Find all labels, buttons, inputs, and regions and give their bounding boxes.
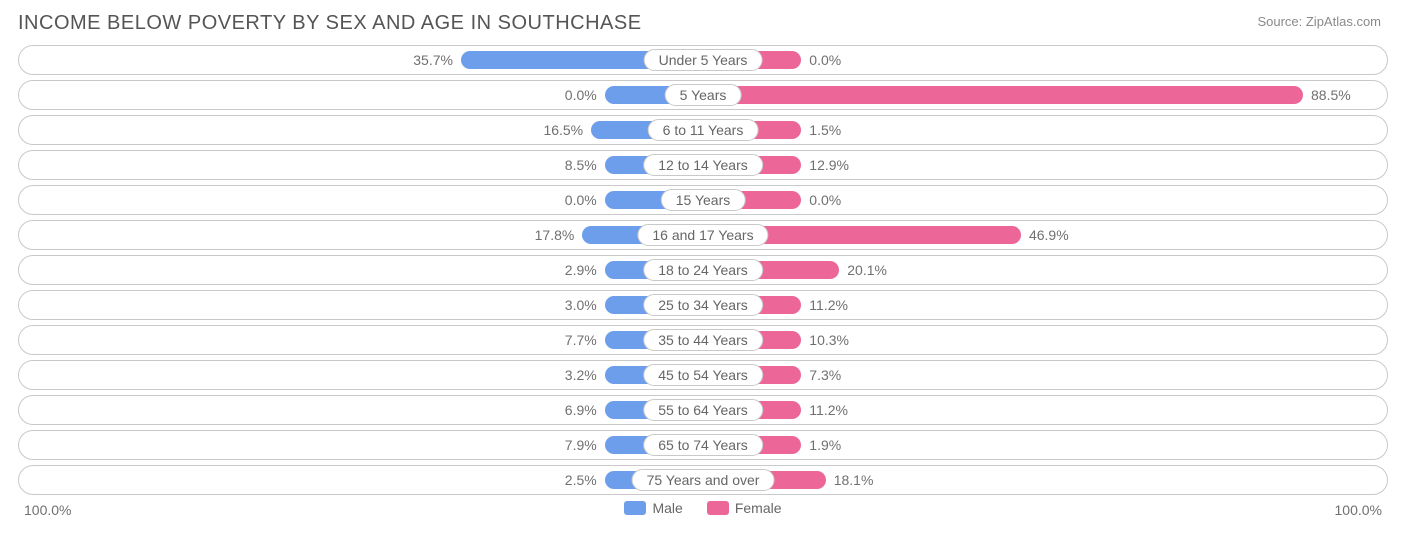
category-label: 35 to 44 Years <box>643 329 763 351</box>
chart-row: 0.0% 0.0% 15 Years <box>18 185 1388 215</box>
chart-row: 35.7% 0.0% Under 5 Years <box>18 45 1388 75</box>
male-value-label: 0.0% <box>565 83 605 107</box>
chart-row: 0.0% 88.5% 5 Years <box>18 80 1388 110</box>
legend-swatch-male <box>624 501 646 515</box>
male-value-label: 3.0% <box>565 293 605 317</box>
category-label: 25 to 34 Years <box>643 294 763 316</box>
legend-item-female: Female <box>707 500 782 516</box>
legend-label-female: Female <box>735 500 782 516</box>
category-label: Under 5 Years <box>644 49 763 71</box>
male-value-label: 0.0% <box>565 188 605 212</box>
female-value-label: 11.2% <box>801 293 848 317</box>
male-value-label: 2.5% <box>565 468 605 492</box>
category-label: 65 to 74 Years <box>643 434 763 456</box>
category-label: 18 to 24 Years <box>643 259 763 281</box>
category-label: 16 and 17 Years <box>637 224 768 246</box>
category-label: 15 Years <box>661 189 746 211</box>
female-value-label: 12.9% <box>801 153 849 177</box>
chart-row: 16.5% 1.5% 6 to 11 Years <box>18 115 1388 145</box>
category-label: 55 to 64 Years <box>643 399 763 421</box>
male-value-label: 8.5% <box>565 153 605 177</box>
male-value-label: 3.2% <box>565 363 605 387</box>
legend-label-male: Male <box>652 500 682 516</box>
female-value-label: 7.3% <box>801 363 841 387</box>
female-value-label: 11.2% <box>801 398 848 422</box>
male-value-label: 7.7% <box>565 328 605 352</box>
female-value-label: 18.1% <box>826 468 874 492</box>
male-value-label: 16.5% <box>543 118 591 142</box>
chart-row: 7.9% 1.9% 65 to 74 Years <box>18 430 1388 460</box>
female-value-label: 10.3% <box>801 328 849 352</box>
chart-row: 2.9% 20.1% 18 to 24 Years <box>18 255 1388 285</box>
male-value-label: 2.9% <box>565 258 605 282</box>
female-bar <box>703 86 1303 104</box>
female-value-label: 1.9% <box>801 433 841 457</box>
category-label: 5 Years <box>665 84 742 106</box>
female-value-label: 20.1% <box>839 258 887 282</box>
axis-right-label: 100.0% <box>1335 502 1382 518</box>
chart-row: 2.5% 18.1% 75 Years and over <box>18 465 1388 495</box>
chart-row: 3.2% 7.3% 45 to 54 Years <box>18 360 1388 390</box>
male-value-label: 6.9% <box>565 398 605 422</box>
female-value-label: 46.9% <box>1021 223 1069 247</box>
male-value-label: 17.8% <box>535 223 583 247</box>
male-value-label: 35.7% <box>413 48 461 72</box>
category-label: 12 to 14 Years <box>643 154 763 176</box>
legend-swatch-female <box>707 501 729 515</box>
chart-row: 6.9% 11.2% 55 to 64 Years <box>18 395 1388 425</box>
chart-row: 7.7% 10.3% 35 to 44 Years <box>18 325 1388 355</box>
chart-title: INCOME BELOW POVERTY BY SEX AND AGE IN S… <box>18 12 1388 35</box>
category-label: 6 to 11 Years <box>648 119 759 141</box>
female-value-label: 88.5% <box>1303 83 1351 107</box>
chart-container: INCOME BELOW POVERTY BY SEX AND AGE IN S… <box>0 0 1406 559</box>
female-value-label: 1.5% <box>801 118 841 142</box>
chart-row: 8.5% 12.9% 12 to 14 Years <box>18 150 1388 180</box>
female-value-label: 0.0% <box>801 188 841 212</box>
axis-left-label: 100.0% <box>24 502 71 518</box>
legend: Male Female <box>18 500 1388 516</box>
female-value-label: 0.0% <box>801 48 841 72</box>
legend-item-male: Male <box>624 500 682 516</box>
chart-row: 17.8% 46.9% 16 and 17 Years <box>18 220 1388 250</box>
diverging-bar-chart: 35.7% 0.0% Under 5 Years 0.0% 88.5% 5 Years 16… <box>18 45 1388 495</box>
category-label: 75 Years and over <box>632 469 775 491</box>
chart-row: 3.0% 11.2% 25 to 34 Years <box>18 290 1388 320</box>
male-value-label: 7.9% <box>565 433 605 457</box>
source-attribution: Source: ZipAtlas.com <box>1257 14 1381 29</box>
category-label: 45 to 54 Years <box>643 364 763 386</box>
